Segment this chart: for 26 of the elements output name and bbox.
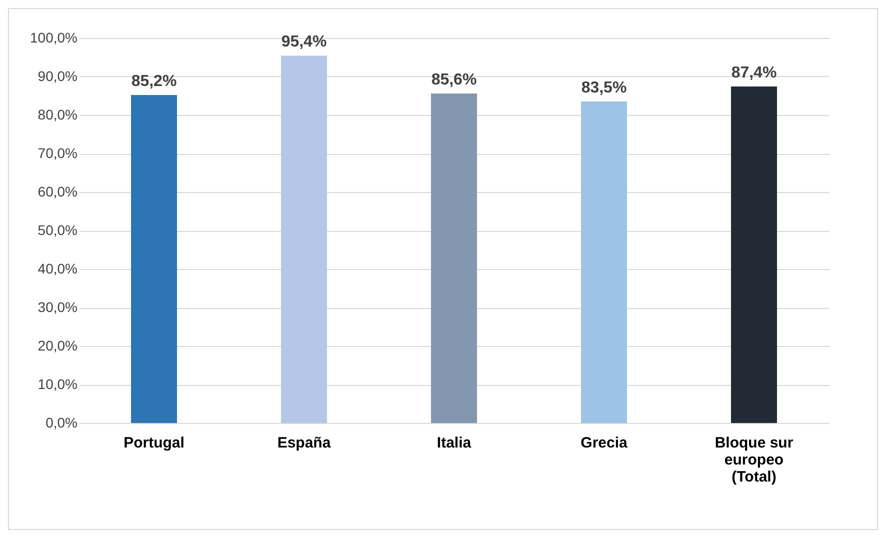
x-tick-label: Bloque sur europeo (Total)	[714, 434, 794, 486]
x-tick-label: Italia	[436, 434, 472, 452]
y-tick-label: 50,0%	[38, 222, 78, 238]
y-tick-label: 80,0%	[38, 106, 78, 122]
bar	[281, 56, 327, 423]
bar	[431, 93, 477, 423]
y-tick-label: 70,0%	[38, 145, 78, 161]
bar	[731, 86, 777, 423]
data-label: 85,6%	[431, 71, 477, 88]
data-label: 87,4%	[731, 64, 777, 82]
data-label: 95,4%	[281, 34, 327, 51]
y-tick-label: 90,0%	[38, 68, 78, 84]
bar	[131, 94, 177, 423]
x-tick-label: España	[277, 434, 332, 452]
y-tick-label: 30,0%	[38, 299, 78, 315]
x-tick-label: Grecia	[580, 434, 628, 452]
y-tick-label: 20,0%	[38, 338, 78, 354]
y-tick-label: 40,0%	[38, 260, 78, 276]
y-tick-label: 100,0%	[30, 30, 78, 46]
y-tick-label: 10,0%	[38, 376, 78, 392]
y-tick-label: 60,0%	[38, 184, 78, 200]
data-label: 83,5%	[581, 80, 627, 97]
bar	[581, 102, 627, 423]
x-tick-label: Portugal	[124, 434, 184, 452]
data-label: 85,2%	[131, 72, 177, 90]
y-tick-label: 0,0%	[46, 414, 78, 430]
